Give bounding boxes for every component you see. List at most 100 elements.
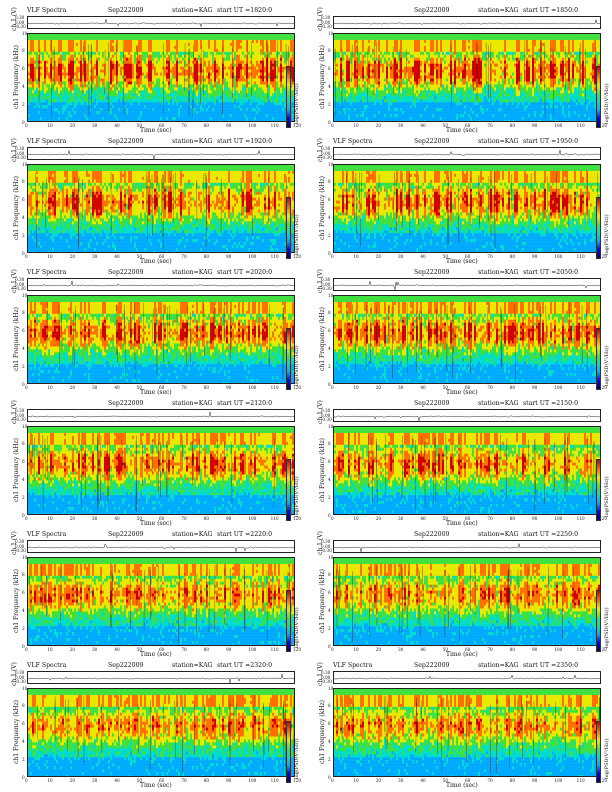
panel-title: VLF Spectra xyxy=(333,137,372,146)
time-tick-label: 60 xyxy=(159,647,164,652)
time-tick-label: 70 xyxy=(181,254,186,259)
waveform-series xyxy=(28,280,294,287)
freq-tick-label: 0 xyxy=(328,382,331,387)
wave-tick-label: 0.30 xyxy=(15,15,24,20)
time-tick-label: 20 xyxy=(376,778,381,783)
waveform-plot xyxy=(27,278,295,291)
time-tick-label: 0 xyxy=(25,516,28,521)
time-tick-label: 80 xyxy=(204,385,209,390)
freq-tick-label: 0 xyxy=(328,251,331,256)
spec-ylabel: ch1 Frequency (kHz) xyxy=(319,45,326,109)
time-tick-label: 50 xyxy=(443,778,448,783)
time-tick-label: 10 xyxy=(47,254,52,259)
wave-tick-label: 0.30 xyxy=(321,15,330,20)
freq-tick-label: 6 xyxy=(328,590,331,595)
spectrogram-panel: VLF Spectra Sep222009 station=KAG start UT … xyxy=(11,6,302,134)
wave-tick-label: 0.00 xyxy=(321,544,330,549)
freq-tick-label: 4 xyxy=(328,608,331,613)
time-tick-label: 100 xyxy=(554,647,562,652)
freq-tick-label: 2 xyxy=(22,757,25,762)
freq-tick-label: 4 xyxy=(328,739,331,744)
wave-tick-label: -0.30 xyxy=(321,548,332,553)
freq-tick-label: 0 xyxy=(22,382,25,387)
waveform-plot xyxy=(333,278,601,291)
freq-tick-label: 10 xyxy=(328,424,333,429)
time-tick-label: 80 xyxy=(204,123,209,128)
freq-tick-label: 8 xyxy=(22,310,25,315)
panel-start-time: start UT =1850:0 xyxy=(523,6,578,15)
time-tick-label: 60 xyxy=(159,254,164,259)
panel-date: Sep222009 xyxy=(108,530,143,539)
panel-station: station=KAG xyxy=(478,268,519,277)
panel-start-time: start UT =1820:0 xyxy=(217,6,272,15)
time-tick-label: 80 xyxy=(204,254,209,259)
time-tick-label: 120 xyxy=(599,516,607,521)
colorbar-label: log(PSD(V²/Hz)) xyxy=(604,214,610,255)
colorbar xyxy=(286,66,291,128)
time-tick-label: 30 xyxy=(398,254,403,259)
freq-tick-label: 10 xyxy=(328,555,333,560)
time-tick-label: 10 xyxy=(47,385,52,390)
spec-ylabel: ch1 Frequency (kHz) xyxy=(13,176,20,240)
waveform-series xyxy=(334,149,600,157)
time-xlabel: Time (sec) xyxy=(140,127,172,134)
time-tick-label: 0 xyxy=(331,778,334,783)
time-tick-label: 80 xyxy=(510,254,515,259)
time-tick-label: 70 xyxy=(181,516,186,521)
freq-tick-label: 10 xyxy=(328,293,333,298)
time-tick-label: 40 xyxy=(114,123,119,128)
time-tick-label: 30 xyxy=(398,385,403,390)
freq-tick-label: 4 xyxy=(328,477,331,482)
panel-header: VLF Spectra Sep222009 station=KAG start UT … xyxy=(12,268,302,277)
panel-station: station=KAG xyxy=(172,530,213,539)
time-tick-label: 50 xyxy=(137,123,142,128)
time-tick-label: 30 xyxy=(398,647,403,652)
time-tick-label: 110 xyxy=(271,385,279,390)
time-tick-label: 30 xyxy=(398,123,403,128)
spectrogram-plot xyxy=(27,426,295,515)
time-tick-label: 40 xyxy=(420,123,425,128)
panel-header: Sep222009 station=KAG start UT =2150:0 xyxy=(318,399,608,408)
time-tick-label: 120 xyxy=(293,123,301,128)
freq-tick-label: 4 xyxy=(22,84,25,89)
panel-start-time: start UT =2320:0 xyxy=(217,661,272,670)
panel-date: Sep222009 xyxy=(414,268,449,277)
freq-tick-label: 2 xyxy=(328,102,331,107)
time-tick-label: 100 xyxy=(554,123,562,128)
wave-tick-label: 0.00 xyxy=(15,675,24,680)
waveform-series xyxy=(28,543,294,552)
time-tick-label: 60 xyxy=(465,516,470,521)
freq-tick-label: 6 xyxy=(22,721,25,726)
wave-tick-label: -0.30 xyxy=(15,417,26,422)
panel-header: VLF Spectra Sep222009 station=KAG start UT … xyxy=(12,6,302,15)
freq-tick-label: 8 xyxy=(22,572,25,577)
time-tick-label: 120 xyxy=(599,778,607,783)
time-tick-label: 30 xyxy=(92,778,97,783)
time-tick-label: 10 xyxy=(353,123,358,128)
panel-header: VLF Spectra Sep222009 station=KAG start UT … xyxy=(12,661,302,670)
spectrogram-plot xyxy=(333,33,601,122)
wave-tick-label: -0.30 xyxy=(15,548,26,553)
time-tick-label: 100 xyxy=(248,385,256,390)
spec-ylabel: ch1 Frequency (kHz) xyxy=(13,700,20,764)
wave-tick-label: 0.30 xyxy=(321,539,330,544)
freq-tick-label: 8 xyxy=(22,441,25,446)
time-tick-label: 120 xyxy=(599,647,607,652)
time-tick-label: 100 xyxy=(554,254,562,259)
panel-date: Sep222009 xyxy=(108,399,143,408)
time-tick-label: 60 xyxy=(465,254,470,259)
panel-date: Sep222009 xyxy=(108,6,143,15)
colorbar-label: log(PSD(V²/Hz)) xyxy=(604,738,610,779)
wave-tick-label: 0.00 xyxy=(321,675,330,680)
time-tick-label: 50 xyxy=(443,516,448,521)
time-tick-label: 90 xyxy=(226,385,231,390)
time-xlabel: Time (sec) xyxy=(140,782,172,789)
colorbar xyxy=(596,197,601,259)
spectrogram-panel: Sep222009 station=KAG start UT =1850:0 0.30… xyxy=(317,6,610,134)
freq-tick-label: 6 xyxy=(22,590,25,595)
freq-tick-label: 8 xyxy=(22,703,25,708)
time-tick-label: 80 xyxy=(204,778,209,783)
freq-tick-label: 8 xyxy=(22,179,25,184)
spectrogram-panel: VLF Spectra Sep222009 station=KAG start UT … xyxy=(11,661,302,789)
time-tick-label: 0 xyxy=(331,647,334,652)
